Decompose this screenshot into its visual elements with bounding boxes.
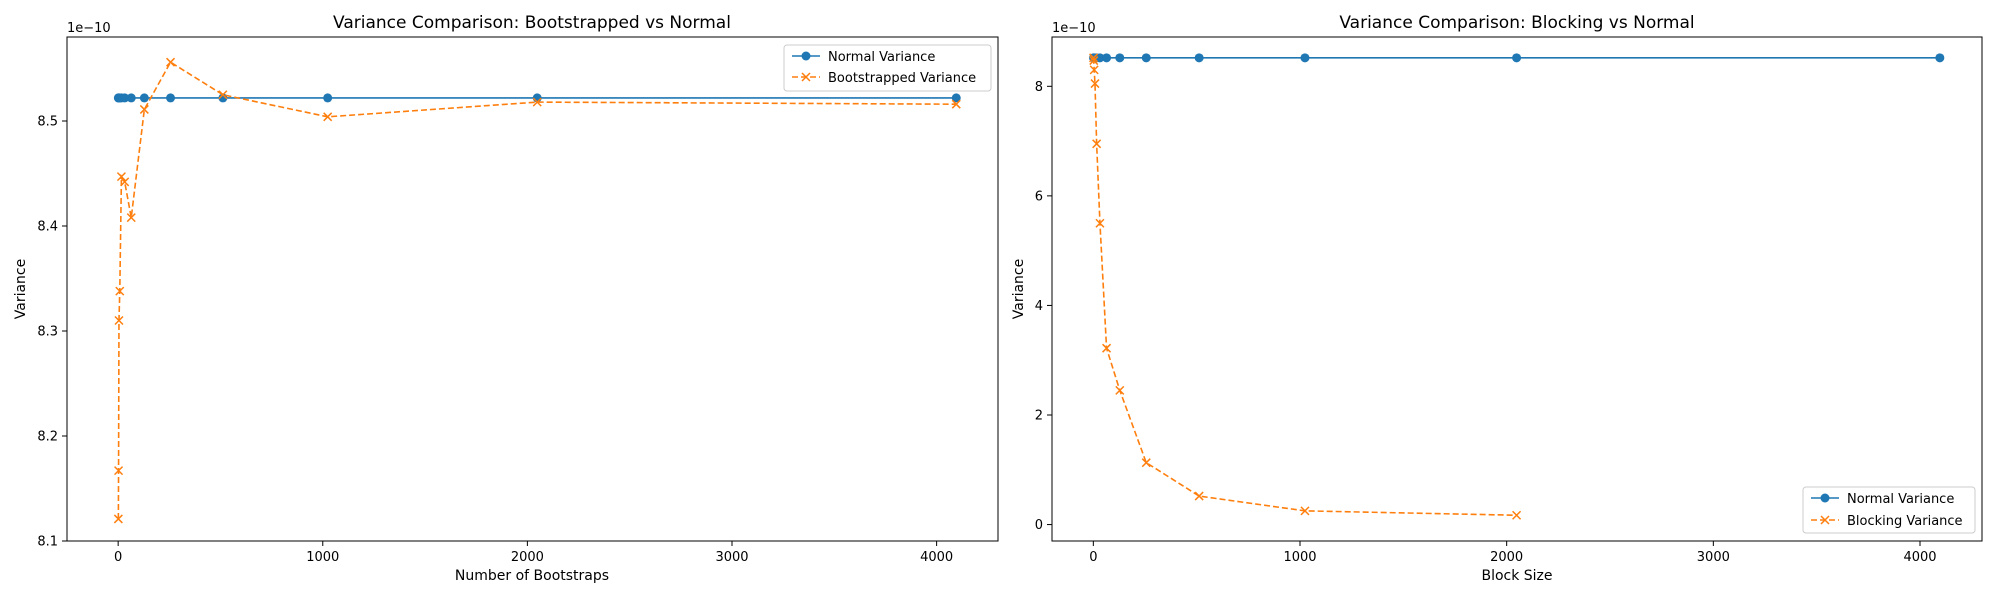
chart-1-y-multiplier: 1e−10	[67, 21, 111, 36]
chart-2-title: Variance Comparison: Blocking vs Normal	[1339, 13, 1694, 33]
chart-1-series-1-point-0	[113, 514, 123, 524]
chart-2-x-tick-label-0: 0	[1089, 550, 1097, 565]
chart-1-legend: Normal Variance Bootstrapped Variance	[783, 44, 992, 92]
chart-1-x-axis-label: Number of Bootstraps	[455, 568, 609, 584]
chart-1-y-tick-label-0: 8.1	[37, 535, 58, 550]
chart-blocking-vs-normal: Variance Comparison: Blocking vs Normal …	[1011, 13, 1983, 584]
chart-2-series-0-point-9	[1194, 53, 1204, 63]
chart-2-series-1-point-11	[1512, 510, 1522, 520]
chart-2-series-0-point-7	[1115, 53, 1125, 63]
chart-2-legend-box	[1802, 486, 1976, 534]
chart-1-legend-label-bootstrapped: Bootstrapped Variance	[828, 71, 976, 86]
chart-1-y-tick-label-2: 8.3	[37, 325, 58, 340]
chart-2-series-1-point-1	[1089, 56, 1099, 66]
chart-1-plot-area: 0 1000 2000 3000 4000 8.1 8.2 8.3 8.4 8.5	[37, 57, 961, 565]
chart-2-series-1-point-10	[1300, 506, 1310, 516]
chart-2-series-1-point-8	[1141, 458, 1151, 468]
chart-2-y-tick-label-3: 6	[1035, 189, 1043, 204]
chart-1-legend-marker-normal	[801, 51, 811, 61]
chart-2-series-0-point-6	[1102, 53, 1112, 63]
chart-2-plot-area: 0 1000 2000 3000 4000 0 2 4 6 8	[1035, 53, 1945, 565]
chart-1-series-0-point-7	[139, 93, 149, 103]
chart-1-y-tick-label-3: 8.4	[37, 220, 58, 235]
chart-1-series-1-point-8	[166, 57, 176, 67]
chart-2-series-1-point-3	[1090, 79, 1100, 89]
chart-2-x-axis-label: Block Size	[1481, 568, 1552, 584]
chart-1-series-0-point-5	[120, 93, 130, 103]
chart-bootstrapped-vs-normal: Variance Comparison: Bootstrapped vs Nor…	[13, 13, 999, 584]
chart-1-title: Variance Comparison: Bootstrapped vs Nor…	[333, 13, 731, 33]
chart-2-series-1-point-7	[1115, 385, 1125, 395]
chart-1-series-1-point-12	[951, 99, 961, 109]
chart-2-y-axis-label: Variance	[1011, 259, 1027, 319]
chart-1-y-tick-label-4: 8.5	[37, 115, 58, 130]
chart-2-series-0-point-10	[1300, 53, 1310, 63]
chart-1-legend-marker-bootstrapped	[801, 72, 811, 82]
chart-2-legend-marker-blocking	[1820, 515, 1830, 525]
chart-2-series-1-point-5	[1095, 218, 1105, 228]
chart-2-series-1-point-0	[1089, 53, 1099, 63]
chart-1-legend-label-normal: Normal Variance	[828, 50, 935, 65]
chart-2-y-multiplier: 1e−10	[1052, 21, 1096, 36]
chart-1-y-tick-label-1: 8.2	[37, 430, 58, 445]
chart-2-series-1-line	[1092, 57, 1517, 517]
chart-1-x-tick-label-0: 0	[114, 550, 122, 565]
chart-2-legend-marker-normal	[1820, 493, 1830, 503]
chart-2-y-tick-label-1: 2	[1035, 409, 1043, 424]
chart-1-series-1-point-11	[532, 97, 542, 107]
chart-2-x-tick-label-3: 3000	[1697, 550, 1730, 565]
chart-2-series-1-point-6	[1102, 343, 1112, 353]
chart-2-series-1-point-9	[1194, 491, 1204, 501]
chart-2-series-0-point-11	[1512, 53, 1522, 63]
chart-2-x-tick-label-2: 2000	[1490, 550, 1523, 565]
chart-1-x-tick-label-2: 2000	[511, 550, 544, 565]
chart-1-x-tick-label-3: 3000	[715, 550, 748, 565]
chart-2-legend-label-normal: Normal Variance	[1847, 492, 1954, 507]
chart-2-x-tick-label-1: 1000	[1283, 550, 1316, 565]
chart-1-series-1-point-4	[116, 172, 126, 182]
chart-1-x-tick-label-4: 4000	[920, 550, 953, 565]
chart-1-series-1-point-7	[139, 104, 149, 114]
chart-1-axes-frame	[66, 36, 999, 542]
chart-2-series-0-point-8	[1141, 53, 1151, 63]
chart-2-series-1-point-2	[1089, 65, 1099, 75]
chart-2-y-tick-label-4: 8	[1035, 80, 1043, 95]
chart-1-y-axis-label: Variance	[13, 259, 29, 319]
chart-1-series-1-point-10	[323, 112, 333, 122]
chart-2-y-tick-label-0: 0	[1035, 518, 1043, 533]
chart-1-series-1-point-6	[126, 213, 136, 223]
chart-1-legend-box	[783, 44, 992, 92]
chart-1-x-tick-label-1: 1000	[306, 550, 339, 565]
chart-1-series-1-point-5	[120, 177, 130, 187]
chart-2-legend: Normal Variance Blocking Variance	[1802, 486, 1976, 534]
chart-1-series-1-point-3	[115, 286, 125, 296]
chart-1-series-1-point-9	[218, 90, 228, 100]
chart-2-x-tick-label-4: 4000	[1903, 550, 1936, 565]
chart-2-series-0-point-5	[1095, 53, 1105, 63]
chart-1-series-0-point-10	[323, 93, 333, 103]
chart-1-series-0-point-12	[951, 93, 961, 103]
chart-1-series-0-point-6	[126, 93, 136, 103]
chart-1-series-1-point-1	[114, 466, 124, 476]
chart-1-series-0-point-9	[218, 93, 228, 103]
chart-2-series-0-point-12	[1935, 53, 1945, 63]
chart-1-series-0-point-8	[166, 93, 176, 103]
chart-2-series-1-point-4	[1092, 139, 1102, 149]
chart-2-axes-frame	[1051, 36, 1983, 542]
chart-1-series-1-point-2	[114, 315, 124, 326]
chart-2-legend-label-blocking: Blocking Variance	[1847, 514, 1963, 529]
chart-2-y-tick-label-2: 4	[1035, 299, 1043, 314]
